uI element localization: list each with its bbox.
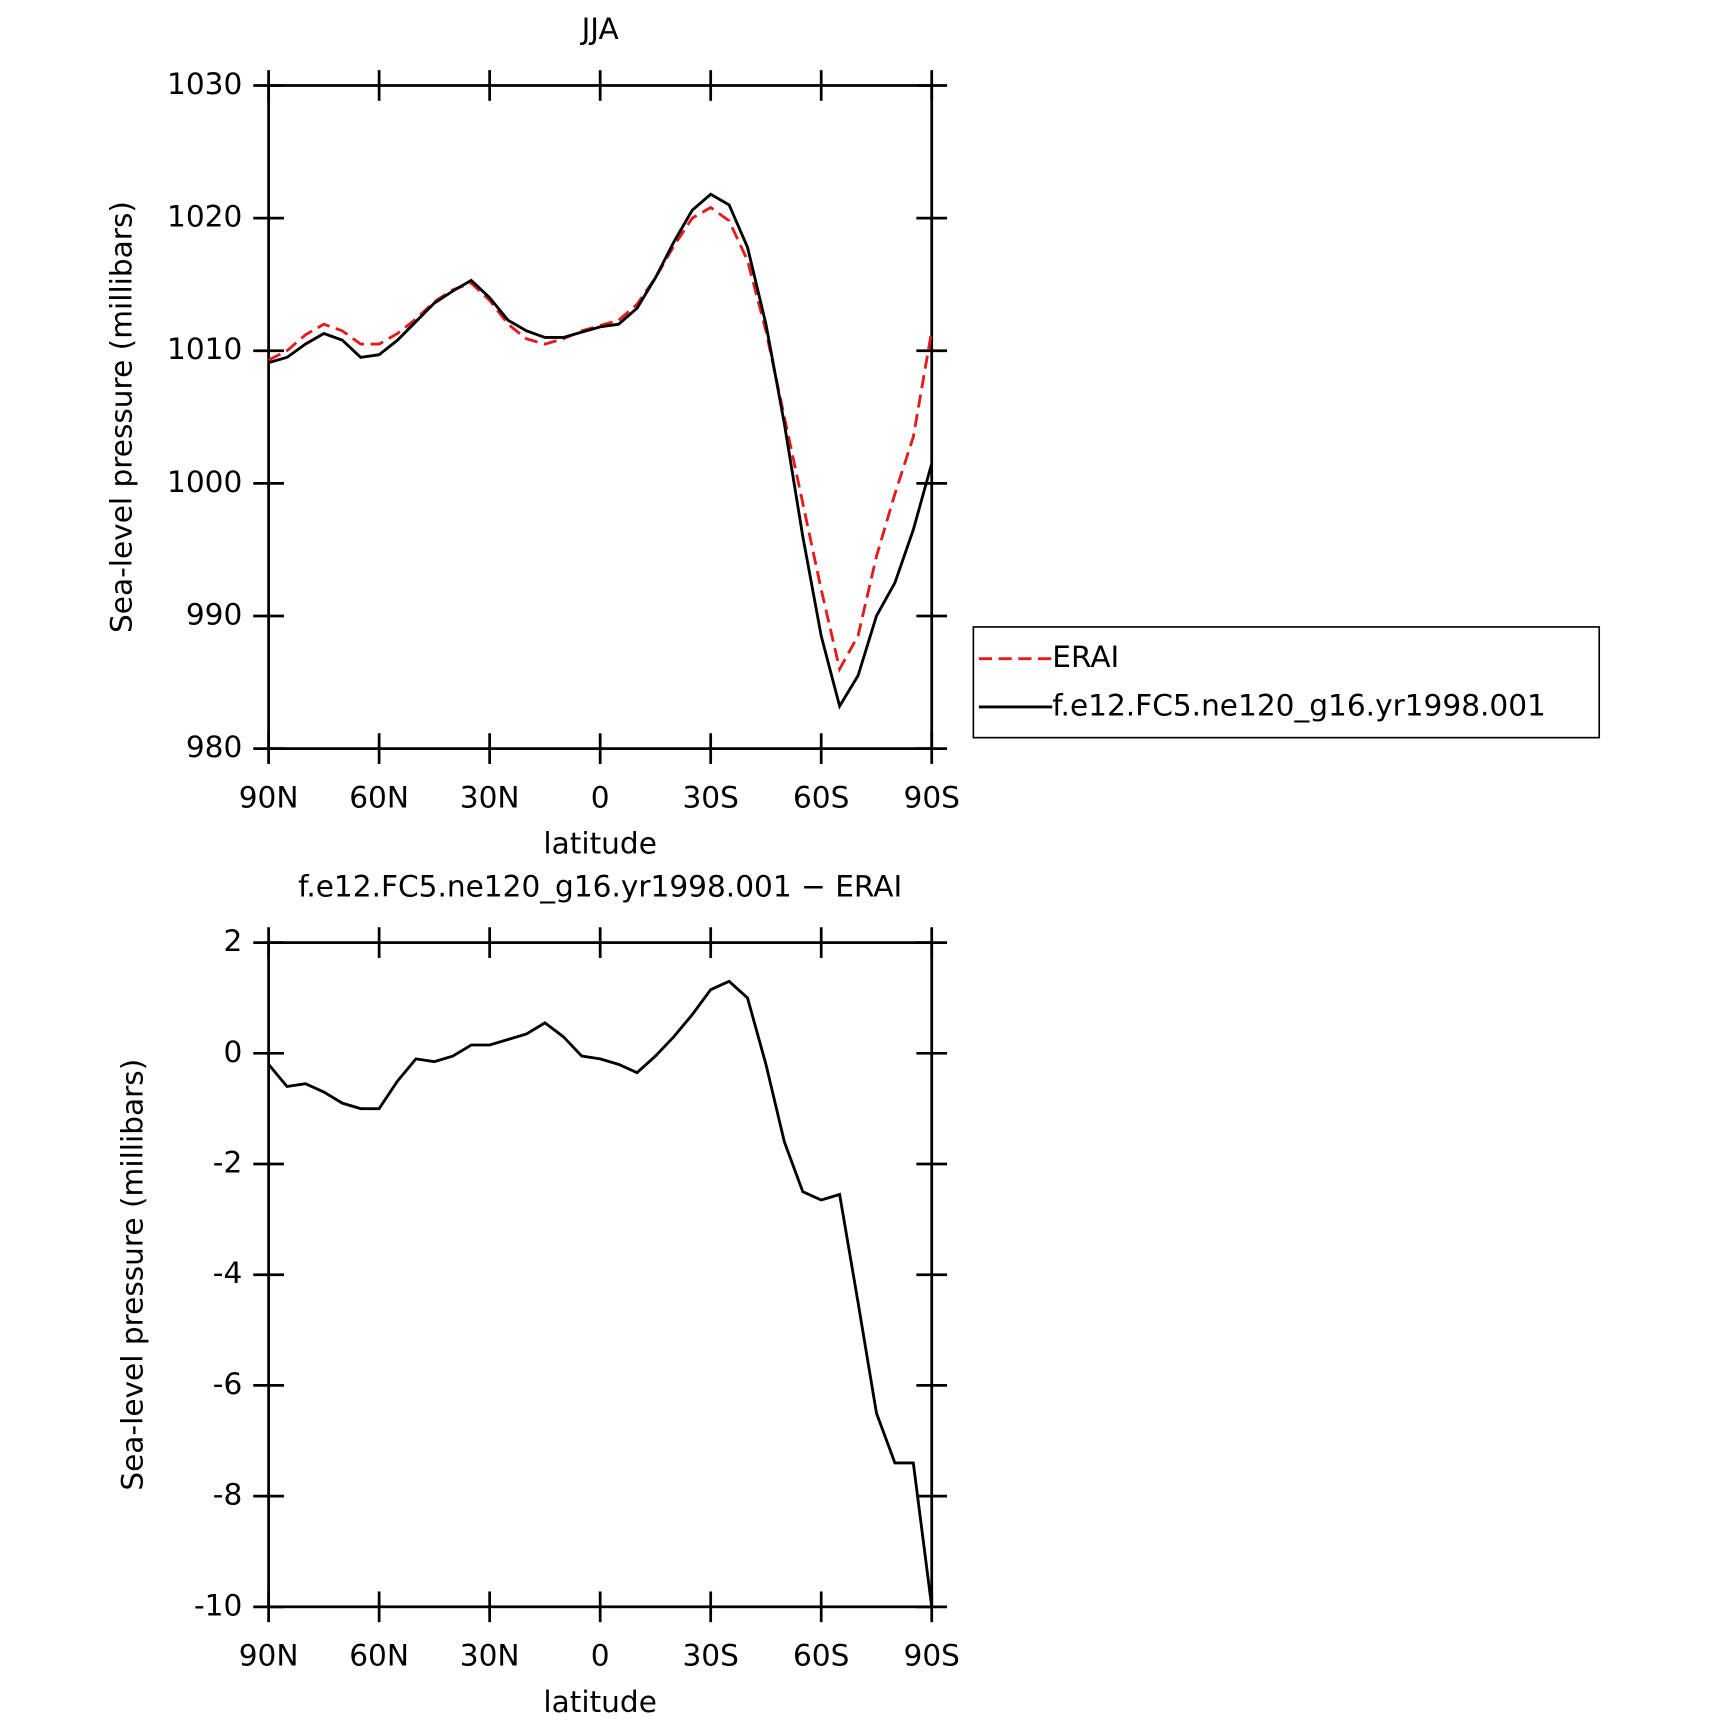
x-axis-label: latitude <box>543 1685 656 1719</box>
y-tick-label: 0 <box>223 1035 242 1069</box>
y-tick-label: -6 <box>213 1367 243 1401</box>
x-tick-label: 30S <box>682 781 738 815</box>
line-series <box>268 192 934 710</box>
plot-frame <box>267 84 934 750</box>
y-tick-label: 1000 <box>167 465 242 499</box>
x-tick-label: 60S <box>793 1639 849 1673</box>
x-tick-label: 60S <box>793 781 849 815</box>
x-tick-label: 60N <box>349 1639 409 1673</box>
plot-frame <box>267 941 934 1609</box>
chart-title: JJA <box>580 12 619 46</box>
y-axis-label: Sea-level pressure (millibars) <box>104 201 138 633</box>
x-tick-label: 30N <box>460 1639 520 1673</box>
y-tick-label: -2 <box>213 1146 243 1180</box>
y-axis-label: Sea-level pressure (millibars) <box>115 1059 149 1491</box>
y-tick-label: 1010 <box>167 332 242 366</box>
x-tick-label: 0 <box>591 1639 610 1673</box>
x-tick-label: 60N <box>349 781 409 815</box>
x-tick-label: 90N <box>239 1639 299 1673</box>
y-tick-label: 1020 <box>167 200 242 234</box>
y-tick-label: 1030 <box>167 67 242 101</box>
legend-box <box>972 626 1601 739</box>
line-series <box>267 979 934 1607</box>
x-tick-label: 0 <box>591 781 610 815</box>
y-tick-label: -4 <box>213 1256 243 1290</box>
x-tick-label: 90S <box>904 781 960 815</box>
x-axis-label: latitude <box>543 827 656 861</box>
y-tick-label: -8 <box>213 1478 243 1512</box>
y-tick-label: 2 <box>223 924 242 958</box>
x-tick-label: 30S <box>682 1639 738 1673</box>
legend-label: f.e12.FC5.ne120_g16.yr1998.001 <box>1052 688 1546 722</box>
x-tick-label: 90S <box>904 1639 960 1673</box>
line-series <box>267 205 934 673</box>
y-tick-label: 990 <box>186 597 242 631</box>
legend-label: ERAI <box>1052 640 1119 674</box>
x-tick-label: 30N <box>460 781 520 815</box>
y-tick-label: 980 <box>186 730 242 764</box>
y-tick-label: -10 <box>194 1588 242 1622</box>
chart-title: f.e12.FC5.ne120_g16.yr1998.001 − ERAI <box>298 869 902 903</box>
x-tick-label: 90N <box>239 781 299 815</box>
